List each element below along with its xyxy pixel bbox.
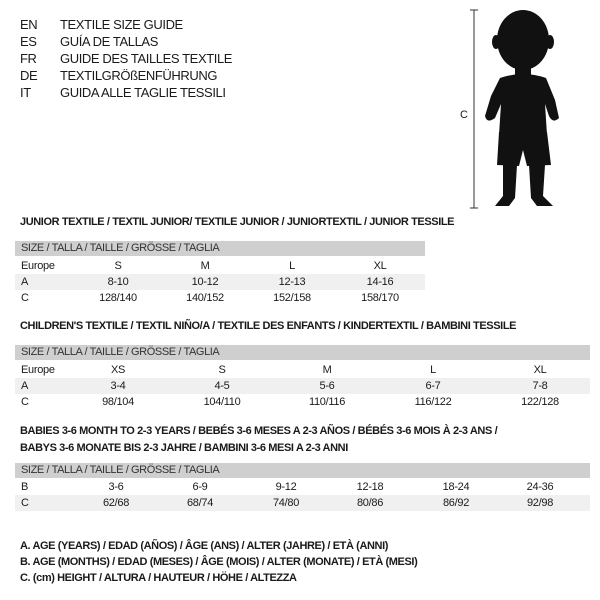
table-cell: 116/122 (414, 396, 452, 408)
table-cell: 18-24 (442, 481, 470, 493)
guide-title: GUIDA ALLE TAGLIE TESSILI (60, 85, 226, 100)
table-cell: 3-6 (108, 481, 124, 493)
table-cell: M (200, 260, 210, 272)
table-cell: 140/152 (186, 292, 224, 304)
section-title: CHILDREN'S TEXTILE / TEXTIL NIÑO/A / TEX… (20, 320, 517, 332)
size-header-bar: SIZE / TALLA / TAILLE / GRÖSSE / TAGLIA (15, 463, 590, 478)
row-label: C (21, 292, 29, 304)
table-cell: 74/80 (272, 497, 300, 509)
table-cell: S (114, 260, 122, 272)
table-cell: 6-7 (425, 380, 441, 392)
language-code: EN (20, 17, 38, 32)
section-title: BABIES 3-6 MONTH TO 2-3 YEARS / BEBÉS 3-… (20, 425, 498, 437)
guide-title: TEXTILGRÖßENFÜHRUNG (60, 68, 218, 83)
table-cell: 7-8 (532, 380, 548, 392)
table-cell: 98/104 (102, 396, 134, 408)
table-cell: S (218, 364, 226, 376)
row-label: A (21, 380, 29, 392)
table-cell: 110/116 (308, 396, 346, 408)
table-cell: 5-6 (319, 380, 335, 392)
table-cell: 24-36 (526, 481, 554, 493)
guide-title: GUIDE DES TAILLES TEXTILE (60, 51, 233, 66)
table-cell: 80/86 (356, 497, 384, 509)
table-cell: XL (533, 364, 547, 376)
legend-item: C. (cm) HEIGHT / ALTURA / HAUTEUR / HÖHE… (20, 572, 297, 584)
child-silhouette-figure (470, 9, 559, 209)
table-row: C 62/68 68/74 74/80 80/86 86/92 92/98 (15, 495, 590, 511)
table-cell: 152/158 (273, 292, 311, 304)
height-measure-label: C (460, 109, 468, 121)
table-row: C 98/104 104/110 110/116 116/122 122/128 (15, 394, 590, 410)
table-cell: 14-16 (366, 276, 394, 288)
table-row: Europe XS S M L XL (15, 362, 590, 378)
table-cell: 6-9 (192, 481, 208, 493)
table-cell: 86/92 (442, 497, 470, 509)
table-cell: L (430, 364, 436, 376)
row-label: A (21, 276, 29, 288)
language-code: ES (20, 34, 37, 49)
table-cell: 158/170 (361, 292, 399, 304)
table-cell: 8-10 (107, 276, 129, 288)
language-code: FR (20, 51, 37, 66)
table-cell: 104/110 (203, 396, 241, 408)
legend-item: B. AGE (MONTHS) / EDAD (MESES) / ÂGE (MO… (20, 556, 418, 568)
table-row: B 3-6 6-9 9-12 12-18 18-24 24-36 (15, 479, 590, 495)
language-code: DE (20, 68, 38, 83)
table-cell: XS (110, 364, 126, 376)
table-cell: 12-13 (278, 276, 306, 288)
table-cell: 128/140 (99, 292, 137, 304)
size-header-bar: SIZE / TALLA / TAILLE / GRÖSSE / TAGLIA (15, 241, 425, 256)
table-cell: 12-18 (356, 481, 384, 493)
row-label: C (21, 497, 29, 509)
table-cell: 68/74 (186, 497, 214, 509)
row-label: Europe (21, 364, 55, 376)
table-cell: L (289, 260, 295, 272)
table-row: A 3-4 4-5 5-6 6-7 7-8 (15, 378, 590, 394)
row-label: Europe (21, 260, 55, 272)
table-cell: XL (373, 260, 387, 272)
table-cell: 10-12 (191, 276, 219, 288)
table-cell: 92/98 (526, 497, 554, 509)
row-label: B (21, 481, 29, 493)
table-cell: 3-4 (110, 380, 126, 392)
table-row: Europe S M L XL (15, 258, 425, 274)
section-title: JUNIOR TEXTILE / TEXTIL JUNIOR/ TEXTILE … (20, 216, 455, 228)
section-title-line2: BABYS 3-6 MONATE BIS 2-3 JAHRE / BAMBINI… (20, 442, 348, 454)
table-row: C 128/140 140/152 152/158 158/170 (15, 290, 425, 306)
table-row: A 8-10 10-12 12-13 14-16 (15, 274, 425, 290)
table-cell: M (322, 364, 332, 376)
table-cell: 4-5 (214, 380, 230, 392)
row-label: C (21, 396, 29, 408)
language-code: IT (20, 85, 31, 100)
table-cell: 62/68 (102, 497, 130, 509)
table-cell: 9-12 (275, 481, 297, 493)
table-cell: 122/128 (521, 396, 559, 408)
legend-item: A. AGE (YEARS) / EDAD (AÑOS) / ÂGE (ANS)… (20, 540, 388, 552)
guide-title: GUÍA DE TALLAS (60, 34, 158, 49)
size-header-bar: SIZE / TALLA / TAILLE / GRÖSSE / TAGLIA (15, 345, 590, 360)
guide-title: TEXTILE SIZE GUIDE (60, 17, 183, 32)
